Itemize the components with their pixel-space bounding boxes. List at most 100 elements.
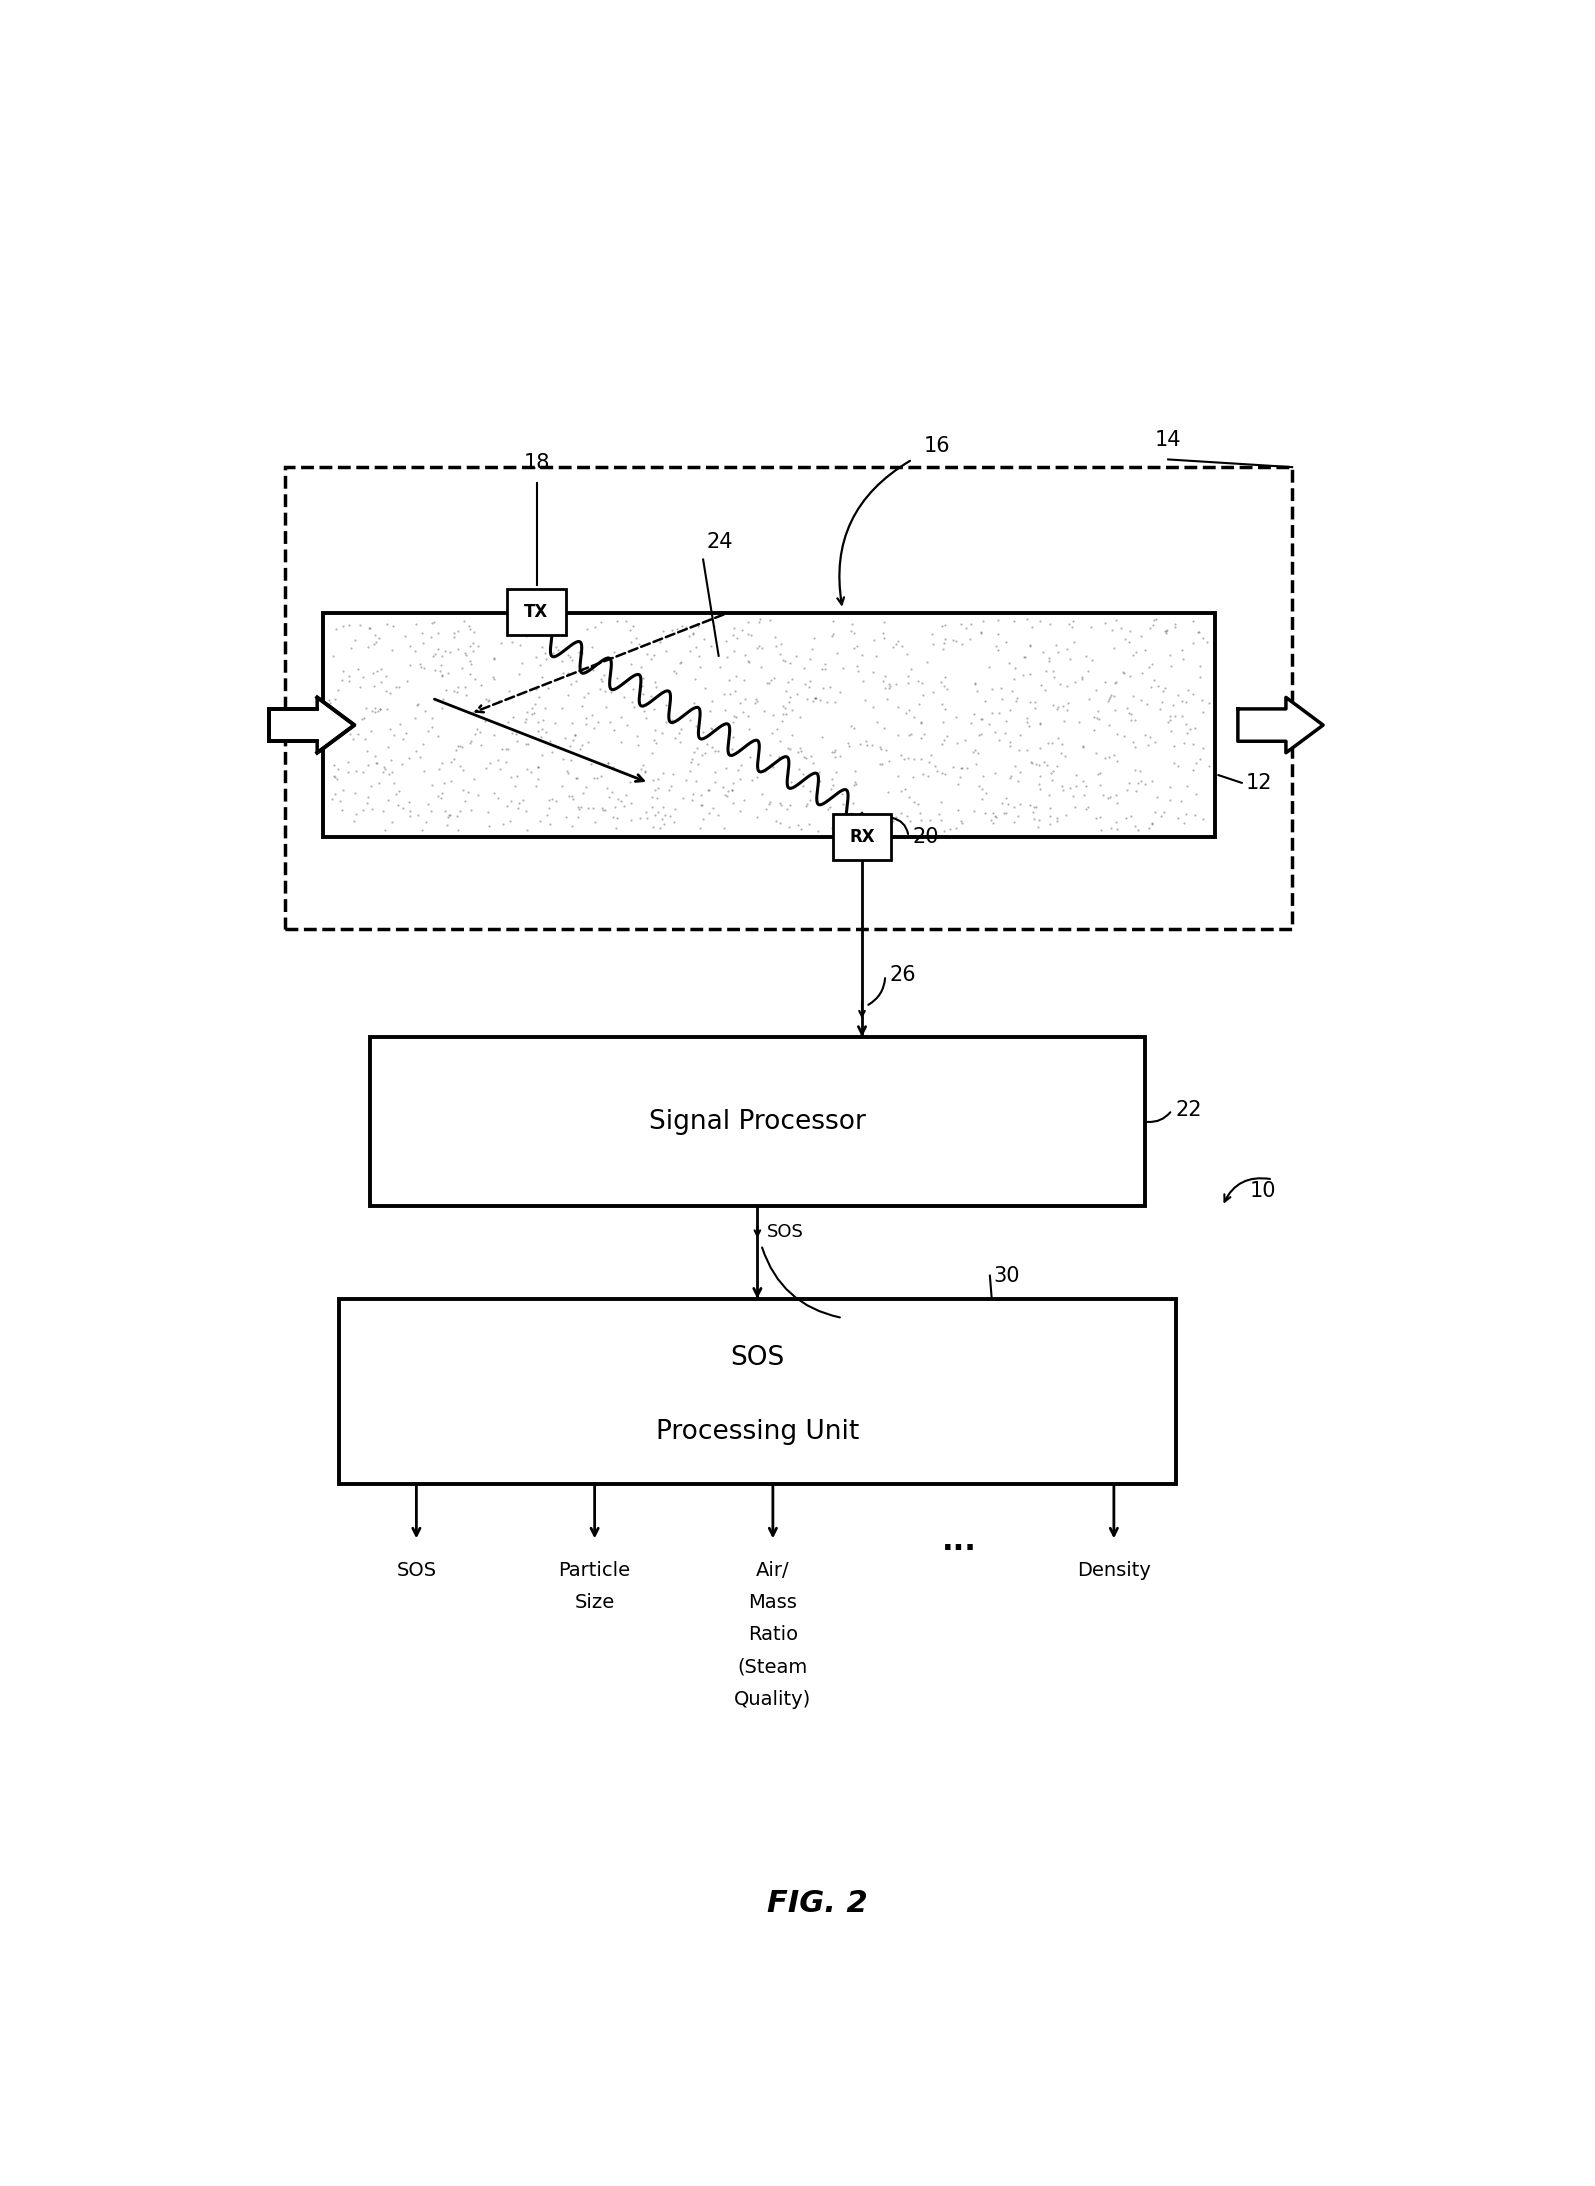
Point xyxy=(928,665,954,700)
Point xyxy=(947,804,973,839)
Point xyxy=(1166,678,1191,713)
Point xyxy=(802,680,828,715)
Point xyxy=(1002,804,1027,839)
Point xyxy=(700,730,726,765)
Point xyxy=(841,616,866,651)
Point xyxy=(352,691,378,726)
Point xyxy=(373,673,399,708)
Point xyxy=(605,800,630,835)
FancyBboxPatch shape xyxy=(370,1036,1145,1207)
Point xyxy=(868,730,893,765)
Point xyxy=(719,730,745,765)
Point xyxy=(818,761,844,796)
Point xyxy=(917,802,943,837)
Point xyxy=(660,756,686,791)
Point xyxy=(620,608,646,643)
Point xyxy=(579,745,605,780)
Point xyxy=(443,798,469,833)
Point xyxy=(1172,798,1198,833)
Point xyxy=(1077,682,1102,717)
Point xyxy=(1171,726,1196,761)
Point xyxy=(445,612,471,647)
Point xyxy=(743,632,769,667)
Point xyxy=(888,774,914,809)
Point xyxy=(345,754,370,789)
Point xyxy=(1166,800,1191,835)
Point xyxy=(962,695,987,730)
Point xyxy=(597,704,622,739)
Point xyxy=(325,752,351,787)
Point xyxy=(967,717,992,752)
Point xyxy=(375,783,400,818)
Point xyxy=(579,630,605,665)
Point xyxy=(801,745,826,780)
Point xyxy=(1180,752,1206,787)
Point xyxy=(644,772,670,807)
Text: 12: 12 xyxy=(1246,774,1273,794)
Point xyxy=(552,719,577,754)
Point xyxy=(888,737,914,772)
Point xyxy=(651,614,676,649)
Point xyxy=(922,748,947,783)
Point xyxy=(518,616,544,651)
Point xyxy=(1176,673,1201,708)
Point xyxy=(1018,627,1043,662)
Point xyxy=(619,623,644,658)
Point xyxy=(1174,684,1199,719)
Point xyxy=(1161,728,1187,763)
Point xyxy=(477,745,502,780)
Point xyxy=(721,719,746,754)
Point xyxy=(1037,807,1062,842)
Point xyxy=(721,700,746,734)
Point xyxy=(576,726,601,761)
Point xyxy=(778,693,804,728)
Point xyxy=(719,772,745,807)
Point xyxy=(451,603,477,638)
Point xyxy=(989,785,1014,820)
Point xyxy=(657,772,683,807)
Point xyxy=(935,671,960,706)
Point xyxy=(673,610,699,645)
Point xyxy=(799,632,825,667)
Point xyxy=(895,741,920,776)
Text: 14: 14 xyxy=(1155,431,1182,450)
Point xyxy=(983,715,1008,750)
Point xyxy=(558,743,584,778)
Point xyxy=(651,807,676,842)
Point xyxy=(692,621,718,656)
Point xyxy=(337,658,362,693)
Point xyxy=(608,700,633,734)
Point xyxy=(762,804,788,839)
Point xyxy=(1174,769,1199,804)
Point xyxy=(461,693,486,728)
Point xyxy=(963,748,989,783)
Point xyxy=(842,765,868,800)
Point xyxy=(748,649,774,684)
Point xyxy=(1022,691,1048,726)
Point xyxy=(718,675,743,710)
Point xyxy=(983,627,1008,662)
Point xyxy=(986,632,1011,667)
Point xyxy=(745,752,770,787)
Point xyxy=(324,706,349,741)
Point xyxy=(585,704,611,739)
Point xyxy=(1185,614,1211,649)
Point xyxy=(809,651,834,686)
Point xyxy=(1080,643,1105,678)
Point xyxy=(710,769,735,804)
Point xyxy=(1034,654,1059,689)
Point xyxy=(841,785,866,820)
Point xyxy=(506,789,531,824)
Point xyxy=(1021,789,1046,824)
Point xyxy=(1062,625,1088,660)
Point xyxy=(662,654,687,689)
Point xyxy=(901,785,927,820)
Point xyxy=(1177,710,1203,745)
Point xyxy=(432,765,458,800)
Point xyxy=(461,625,486,660)
Point xyxy=(1045,804,1070,839)
Point xyxy=(410,726,435,761)
Point xyxy=(1045,689,1070,724)
Point xyxy=(330,772,356,807)
Point xyxy=(967,769,992,804)
